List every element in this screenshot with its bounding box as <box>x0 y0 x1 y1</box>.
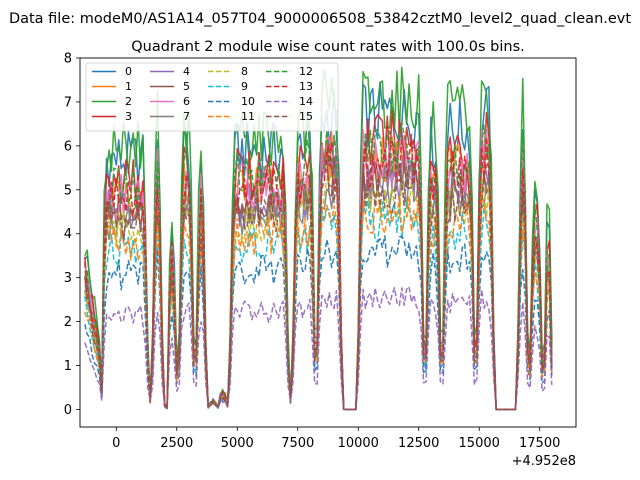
x-axis: 0 2500 5000 7500 10000 12500 15000 17500 <box>112 427 560 451</box>
x-tick-label: 12500 <box>398 436 439 451</box>
legend-label-14: 14 <box>299 95 313 108</box>
x-tick-label: 5000 <box>221 436 254 451</box>
legend-label-7: 7 <box>183 110 190 123</box>
y-tick-label: 3 <box>64 271 72 286</box>
figure-suptitle: Data file: modeM0/AS1A14_057T04_90000065… <box>9 11 631 27</box>
x-tick-label: 17500 <box>519 436 560 451</box>
legend-label-15: 15 <box>299 110 313 123</box>
y-tick-label: 5 <box>64 183 72 198</box>
y-tick-label: 6 <box>64 139 72 154</box>
y-tick-label: 2 <box>64 315 72 330</box>
series-line-15 <box>84 163 553 411</box>
y-tick-label: 7 <box>64 95 72 110</box>
x-tick-label: 7500 <box>281 436 314 451</box>
x-tick-label: 15000 <box>459 436 500 451</box>
legend-label-12: 12 <box>299 65 313 78</box>
legend-label-2: 2 <box>125 95 132 108</box>
legend-label-11: 11 <box>241 110 255 123</box>
plot-frame <box>79 57 577 428</box>
legend-label-9: 9 <box>241 80 248 93</box>
y-tick-label: 4 <box>64 227 72 242</box>
legend-label-8: 8 <box>241 65 248 78</box>
legend-label-0: 0 <box>125 65 132 78</box>
plot-area: 0 2500 5000 7500 10000 12500 15000 17500 012345… <box>64 52 577 451</box>
legend-label-6: 6 <box>183 95 190 108</box>
x-offset-text: +4.952e8 <box>512 454 576 469</box>
x-tick-label: 2500 <box>160 436 193 451</box>
legend-label-1: 1 <box>125 80 132 93</box>
x-tick-label: 10000 <box>338 436 379 451</box>
legend-label-5: 5 <box>183 80 190 93</box>
y-tick-label: 1 <box>64 359 72 374</box>
legend-label-4: 4 <box>183 65 190 78</box>
legend-box <box>85 62 339 132</box>
y-tick-label: 0 <box>64 403 72 418</box>
y-axis: 0 1 2 3 4 5 6 7 8 <box>64 52 80 418</box>
legend-label-13: 13 <box>299 80 313 93</box>
y-tick-label: 8 <box>64 52 72 67</box>
series-layer <box>84 66 553 411</box>
chart-title: Quadrant 2 module wise count rates with … <box>131 39 525 55</box>
x-tick-label: 0 <box>112 436 120 451</box>
legend-label-3: 3 <box>125 110 132 123</box>
legend-label-10: 10 <box>241 95 255 108</box>
